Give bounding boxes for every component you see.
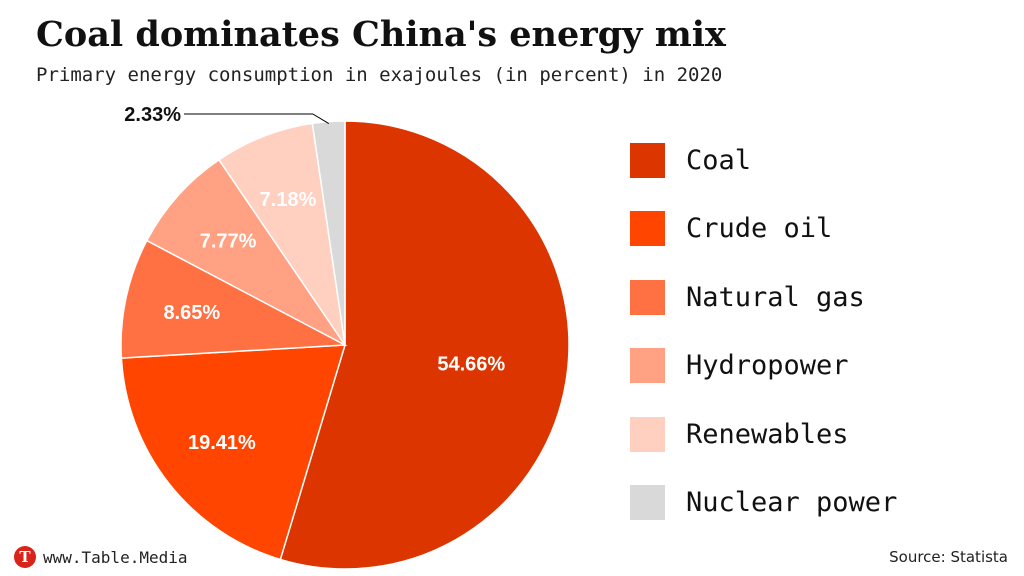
legend-item-coal: Coal: [630, 126, 897, 195]
pie-slice-coal: [279, 120, 570, 570]
legend-swatch-coal: [630, 142, 665, 178]
data-label-renewables: 7.18%: [260, 189, 317, 211]
legend-label-renewables: Renewables: [686, 418, 849, 450]
legend-swatch-natural-gas: [630, 279, 665, 315]
legend-label-nuclear-power: Nuclear power: [686, 487, 898, 519]
data-label-hydropower: 7.77%: [200, 231, 257, 253]
data-label-natural-gas: 8.65%: [163, 302, 220, 324]
leader-line-nuclear-power: [184, 113, 330, 125]
chart-legend: Coal Crude oil Natural gas Hydropower Renewa…: [630, 126, 897, 537]
legend-swatch-crude-oil: [630, 211, 665, 247]
legend-swatch-nuclear-power: [630, 485, 665, 521]
pie-slice-natural-gas: [120, 239, 348, 359]
legend-label-crude-oil: Crude oil: [686, 213, 833, 245]
chart-title: Coal dominates China's energy mix: [36, 14, 726, 55]
chart-subtitle: Primary energy consumption in exajoules …: [36, 64, 723, 86]
legend-item-natural-gas: Natural gas: [630, 263, 897, 332]
legend-label-natural-gas: Natural gas: [686, 281, 865, 313]
site-url: www.Table.Media: [43, 547, 188, 567]
branding: T www.Table.Media: [14, 546, 188, 568]
data-label-crude-oil: 19.41%: [188, 432, 256, 454]
legend-item-renewables: Renewables: [630, 400, 897, 469]
legend-swatch-hydropower: [630, 348, 665, 384]
pie-slice-nuclear-power: [311, 120, 346, 346]
legend-item-hydropower: Hydropower: [630, 332, 897, 401]
source-note: Source: Statista: [889, 548, 1008, 566]
data-label-coal: 54.66%: [437, 354, 505, 376]
pie-slice-renewables: [217, 122, 346, 346]
legend-item-nuclear-power: Nuclear power: [630, 469, 897, 538]
pie-slice-hydropower: [145, 158, 346, 346]
pie-slice-crude-oil: [120, 344, 347, 561]
legend-label-hydropower: Hydropower: [686, 350, 849, 382]
legend-swatch-renewables: [630, 416, 665, 452]
data-label-nuclear-power: 2.33%: [124, 104, 181, 126]
legend-item-crude-oil: Crude oil: [630, 195, 897, 264]
legend-label-coal: Coal: [686, 144, 752, 176]
table-media-logo-icon: T: [14, 546, 36, 568]
